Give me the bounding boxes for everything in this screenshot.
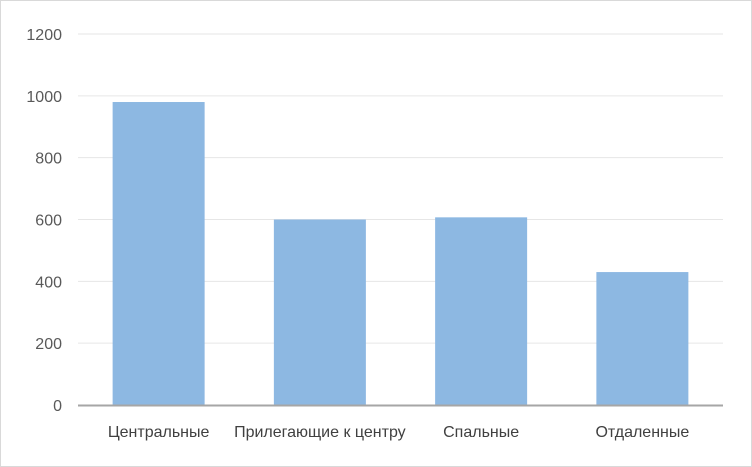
- x-category-label: Отдаленные: [595, 424, 689, 441]
- y-tick-label: 200: [35, 336, 62, 353]
- y-tick-label: 1200: [26, 27, 62, 44]
- x-axis-category-labels: Центральные Прилегающие к центру Спальные О…: [108, 424, 690, 441]
- x-category-label: Центральные: [108, 424, 210, 441]
- bar: [112, 102, 205, 406]
- bar: [596, 272, 689, 405]
- y-tick-label: 600: [35, 213, 62, 230]
- y-tick-label: 800: [35, 151, 62, 168]
- y-axis-tick-labels: 0 200 400 600 800 1000 1200: [26, 27, 62, 415]
- y-tick-label: 400: [35, 274, 62, 291]
- y-tick-label: 1000: [26, 89, 62, 106]
- bar: [435, 217, 528, 405]
- bar: [273, 219, 366, 405]
- bars: [112, 102, 689, 406]
- y-tick-label: 0: [53, 398, 62, 415]
- x-category-label: Спальные: [443, 424, 519, 441]
- x-category-label: Прилегающие к центру: [234, 424, 406, 441]
